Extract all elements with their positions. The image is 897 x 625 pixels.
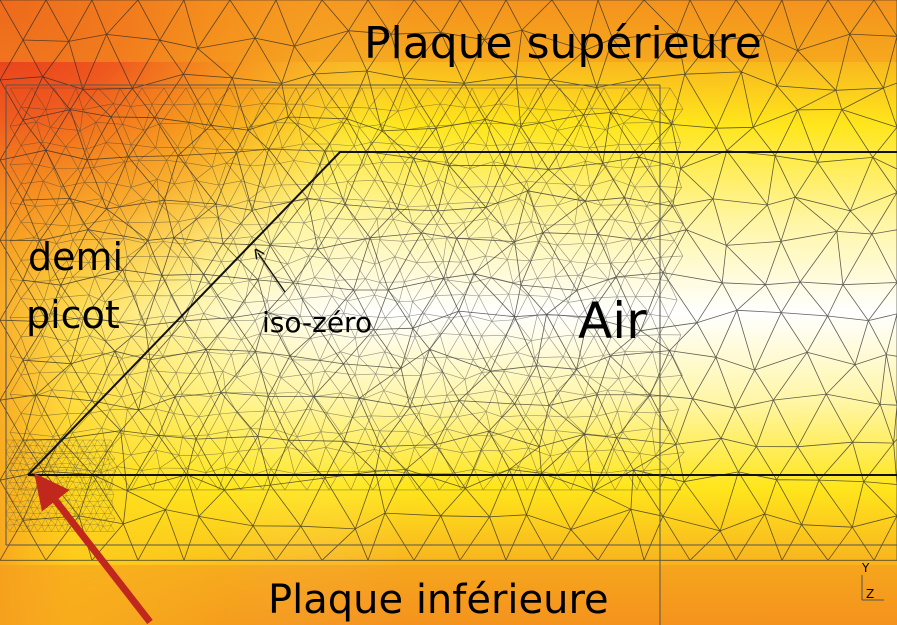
iso-zero-pointer bbox=[258, 253, 286, 293]
bottom-plate-label: Plaque inférieure bbox=[268, 577, 609, 623]
iso-zero-label: iso-zéro bbox=[262, 306, 372, 339]
axis-triad: Y Z bbox=[861, 561, 884, 601]
air-label: Air bbox=[578, 292, 647, 350]
triangular-mesh bbox=[0, 0, 897, 561]
top-plate-label: Plaque supérieure bbox=[364, 18, 762, 69]
pin-tip-arrow bbox=[34, 473, 153, 625]
mesh-layer bbox=[9, 87, 685, 491]
half-pin-label-line1: demi bbox=[28, 235, 123, 279]
half-pin-outline bbox=[27, 151, 897, 476]
axis-y-label: Y bbox=[861, 561, 870, 575]
top-plate-band bbox=[0, 0, 897, 62]
bottom-plate-band bbox=[0, 565, 897, 625]
half-pin-label-line2: picot bbox=[26, 293, 120, 337]
axis-z-label: Z bbox=[866, 587, 874, 601]
